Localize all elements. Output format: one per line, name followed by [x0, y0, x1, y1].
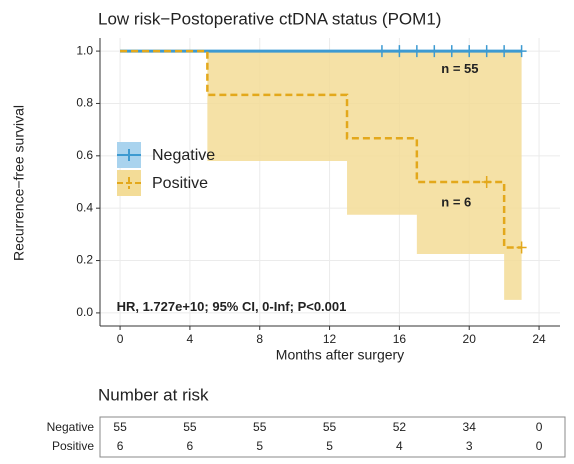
annotation: HR, 1.727e+10; 95% CI, 0-Inf; P<0.001	[117, 299, 347, 314]
x-tick-label: 8	[256, 332, 263, 346]
risk-count: 6	[187, 439, 194, 453]
annotation: n = 6	[441, 194, 471, 209]
table-title: Number at risk	[98, 385, 209, 404]
censor-mark	[429, 45, 440, 58]
censor-mark	[446, 45, 457, 58]
row-label: Negative	[47, 420, 95, 434]
legend-key	[117, 177, 141, 189]
y-tick-label: 0.0	[76, 305, 93, 319]
x-tick-label: 0	[117, 332, 124, 346]
risk-count: 55	[183, 420, 197, 434]
risk-count: 3	[466, 439, 473, 453]
risk-count: 4	[396, 439, 403, 453]
row-label: Positive	[52, 439, 94, 453]
x-tick-label: 12	[323, 332, 337, 346]
risk-count: 5	[256, 439, 263, 453]
censor-mark	[394, 45, 405, 58]
x-tick-label: 20	[463, 332, 477, 346]
risk-count: 55	[253, 420, 267, 434]
risk-count: 0	[536, 439, 543, 453]
table-frame	[99, 416, 566, 458]
censor-mark	[499, 45, 510, 58]
y-tick-label: 1.0	[76, 43, 93, 57]
censor-mark	[481, 45, 492, 58]
censor-mark	[464, 45, 475, 58]
censor-mark	[516, 45, 527, 58]
y-tick-label: 0.6	[76, 148, 93, 162]
y-tick-label: 0.2	[76, 253, 93, 267]
censor-mark	[376, 45, 387, 58]
y-axis-label: Recurrence−free survival	[11, 105, 27, 261]
y-tick-label: 0.4	[76, 200, 93, 214]
censor-mark	[411, 45, 422, 58]
risk-count: 55	[113, 420, 127, 434]
annotation: n = 55	[441, 61, 478, 76]
risk-count: 0	[536, 420, 543, 434]
censor-mark	[481, 176, 492, 188]
censor-mark	[516, 241, 527, 254]
legend-key	[117, 149, 141, 161]
y-tick-label: 0.8	[76, 96, 93, 110]
x-axis-label: Months after surgery	[276, 347, 404, 363]
chart-title: Low risk−Postoperative ctDNA status (POM…	[98, 9, 441, 28]
confidence-band	[207, 51, 522, 300]
risk-count: 34	[463, 420, 477, 434]
risk-count: 5	[326, 439, 333, 453]
legend-label: Negative	[152, 147, 215, 164]
x-tick-label: 16	[393, 332, 407, 346]
x-tick-label: 24	[532, 332, 546, 346]
risk-count: 55	[323, 420, 337, 434]
risk-count: 6	[117, 439, 124, 453]
legend-label: Positive	[152, 175, 208, 192]
risk-count: 52	[393, 420, 407, 434]
x-tick-label: 4	[187, 332, 194, 346]
